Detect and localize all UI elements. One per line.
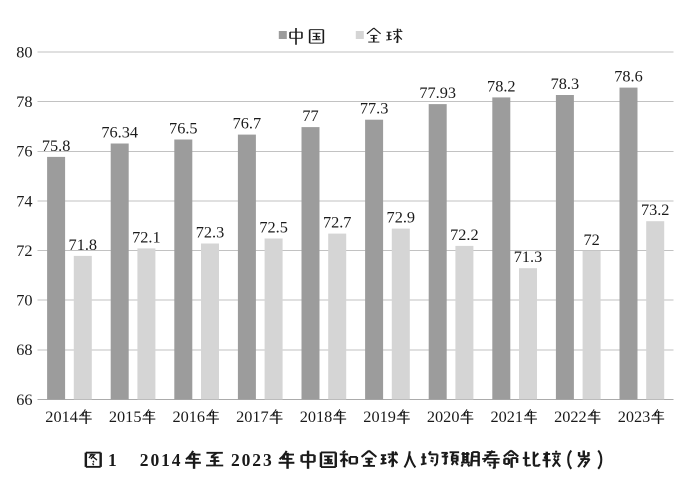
svg-text:72: 72 (16, 241, 32, 260)
svg-text:2022: 2022 (554, 407, 587, 426)
svg-text:77.3: 77.3 (360, 99, 389, 118)
svg-text:73.2: 73.2 (641, 200, 670, 219)
svg-text:72.5: 72.5 (259, 218, 288, 237)
svg-text:76.34: 76.34 (101, 123, 138, 142)
svg-text:76.5: 76.5 (169, 119, 198, 138)
svg-text:2014: 2014 (140, 450, 183, 470)
svg-text:2017: 2017 (236, 407, 269, 426)
svg-text:1: 1 (108, 450, 117, 470)
svg-text:72.7: 72.7 (323, 213, 352, 232)
svg-text:76.7: 76.7 (233, 114, 262, 133)
svg-text:78.2: 78.2 (487, 76, 516, 95)
svg-text:2023: 2023 (618, 407, 651, 426)
svg-text:72.2: 72.2 (450, 225, 479, 244)
svg-text:71.3: 71.3 (514, 247, 543, 266)
svg-text:71.8: 71.8 (69, 235, 98, 254)
svg-text:2014: 2014 (45, 407, 78, 426)
svg-text:2016: 2016 (173, 407, 206, 426)
svg-text:78: 78 (16, 92, 32, 111)
svg-text:78.3: 78.3 (551, 74, 580, 93)
svg-text:80: 80 (16, 42, 32, 61)
svg-text:78.6: 78.6 (614, 67, 643, 86)
svg-text:66: 66 (16, 390, 32, 409)
svg-text:2019: 2019 (363, 407, 396, 426)
svg-text:2023: 2023 (231, 450, 274, 470)
svg-text:2020: 2020 (427, 407, 460, 426)
svg-text:2015: 2015 (109, 407, 142, 426)
svg-text:72.3: 72.3 (196, 223, 225, 242)
svg-text:74: 74 (16, 191, 32, 210)
svg-text:77.93: 77.93 (419, 83, 456, 102)
svg-text:77: 77 (302, 106, 318, 125)
svg-text:2018: 2018 (300, 407, 333, 426)
svg-text:72.9: 72.9 (387, 208, 416, 227)
svg-text:75.8: 75.8 (42, 136, 71, 155)
svg-text:70: 70 (16, 291, 32, 310)
svg-text:76: 76 (16, 142, 32, 161)
svg-text:72: 72 (583, 230, 599, 249)
svg-text:72.1: 72.1 (132, 227, 161, 246)
svg-text:68: 68 (16, 340, 32, 359)
svg-text:2021: 2021 (491, 407, 524, 426)
